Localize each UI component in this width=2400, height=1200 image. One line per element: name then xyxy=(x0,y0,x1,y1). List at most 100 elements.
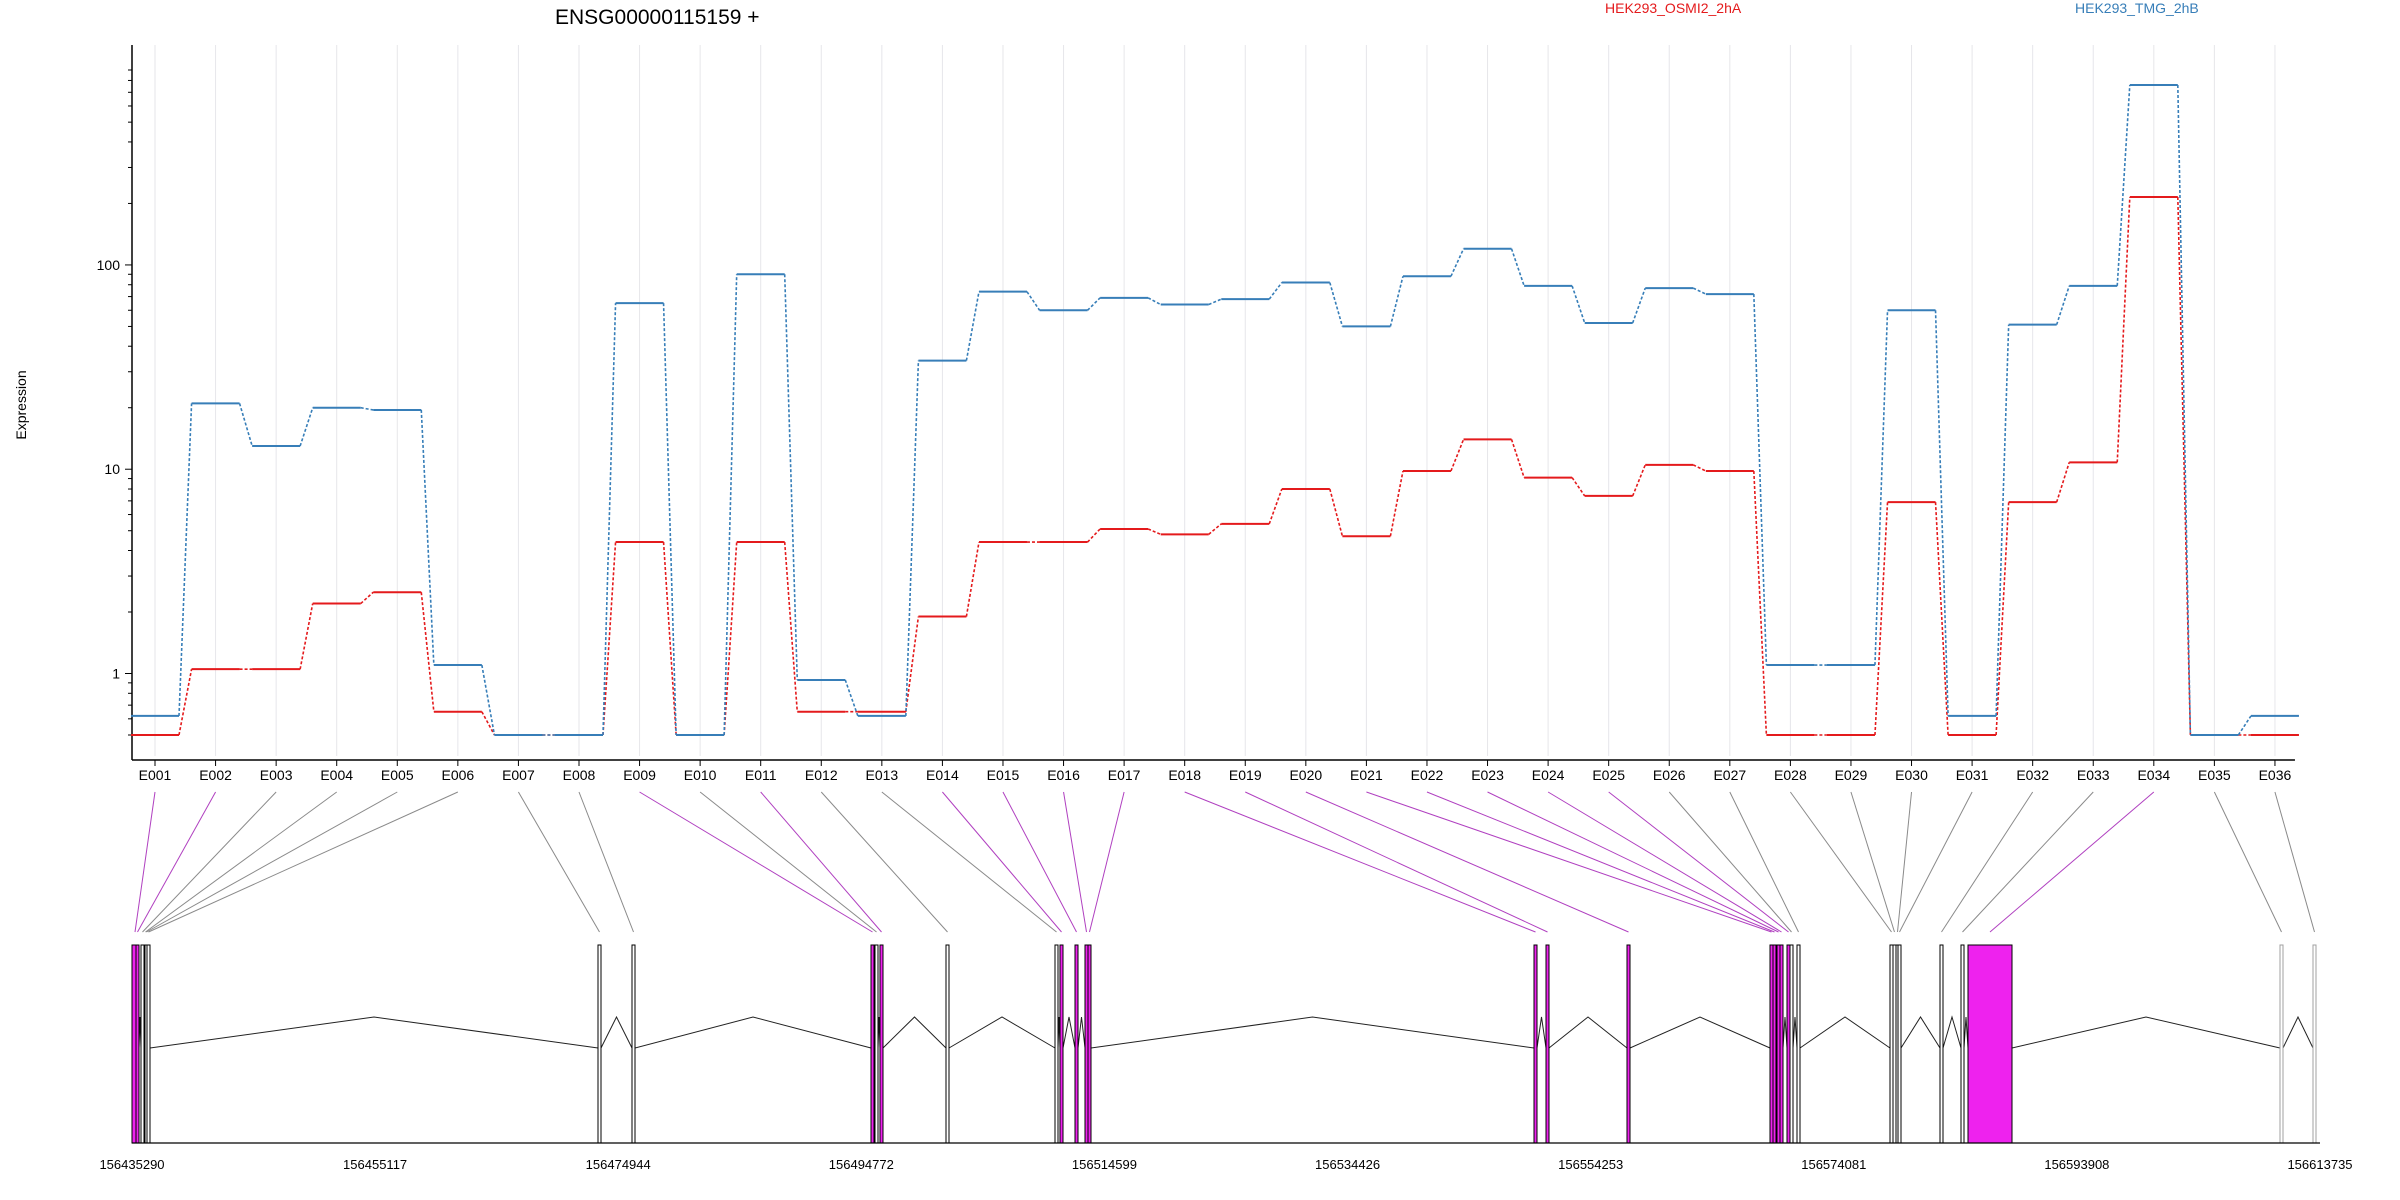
series-connector xyxy=(1450,439,1465,472)
genomic-coordinate-label: 156435290 xyxy=(99,1157,164,1172)
exon-box xyxy=(1545,944,1550,1144)
exon-label: E028 xyxy=(1774,767,1807,783)
series-connector xyxy=(360,591,374,605)
exon-box xyxy=(1939,944,1944,1144)
exon-connector xyxy=(1729,791,1799,933)
genomic-coordinate-axis: 156435290 156455117 156474944 156494772 1565… xyxy=(99,1142,2353,1172)
series-1 xyxy=(131,196,2299,736)
exon-label: E032 xyxy=(2016,767,2049,783)
exon-box xyxy=(1074,944,1079,1144)
exon-connector xyxy=(820,791,948,933)
exon-connector xyxy=(760,791,882,933)
exon-connector xyxy=(2274,791,2315,933)
exon-label: E020 xyxy=(1289,767,1322,783)
y-tick-label: 1 xyxy=(112,666,120,682)
series-connector xyxy=(2116,196,2131,463)
exon-connector xyxy=(1305,791,1629,933)
exon-box xyxy=(1796,944,1801,1144)
intron-line xyxy=(634,1016,872,1049)
exon-label: E024 xyxy=(1532,767,1565,783)
series-connector xyxy=(783,274,799,680)
intron-line xyxy=(149,1016,599,1049)
intron-line xyxy=(1090,1016,1535,1049)
exon-box xyxy=(597,944,602,1144)
series-connector xyxy=(1631,287,1647,324)
genomic-coordinate-label: 156514599 xyxy=(1072,1157,1137,1172)
exon-connector xyxy=(578,791,634,933)
exon-connector xyxy=(1962,791,2094,933)
series-connector xyxy=(662,542,677,736)
exon-connectors xyxy=(134,791,2315,933)
exon-connector xyxy=(699,791,877,933)
exon-label: E029 xyxy=(1835,767,1868,783)
exon-label: E034 xyxy=(2137,767,2170,783)
genomic-coordinate-label: 156593908 xyxy=(2044,1157,2109,1172)
gene-model xyxy=(131,944,2317,1144)
exon-box xyxy=(1967,944,2013,1144)
series-connector xyxy=(602,542,617,736)
exon-connector xyxy=(1989,791,2155,933)
exon-connector xyxy=(881,791,1057,933)
grid-lines xyxy=(154,45,2276,756)
exon-label: E006 xyxy=(441,767,474,783)
series-connector xyxy=(602,303,617,736)
series-connector xyxy=(1631,464,1646,497)
intron-line xyxy=(2282,1015,2314,1049)
exon-box xyxy=(631,944,636,1144)
exon-box xyxy=(1779,944,1784,1144)
genomic-coordinate-label: 156455117 xyxy=(343,1157,407,1172)
intron-line xyxy=(1792,1016,1798,1049)
genomic-coordinate-label: 156534426 xyxy=(1315,1157,1380,1172)
series-connector xyxy=(1692,464,1707,472)
exon-label: E012 xyxy=(805,767,838,783)
series-connector xyxy=(178,669,193,736)
y-tick-label: 100 xyxy=(97,257,121,273)
exon-label: E022 xyxy=(1411,767,1444,783)
exon-label: E011 xyxy=(745,767,777,783)
intron-line xyxy=(1536,1016,1547,1049)
exon-connector xyxy=(1426,791,1775,933)
y-axis-label: Expression xyxy=(13,370,29,439)
exon-connector xyxy=(1487,791,1779,933)
series-connector xyxy=(783,541,799,712)
series-connector xyxy=(1753,470,1768,736)
exon-label: E026 xyxy=(1653,767,1686,783)
exon-label: E035 xyxy=(2198,767,2231,783)
series-connector xyxy=(1147,528,1162,536)
series-2 xyxy=(131,84,2299,736)
exon-box xyxy=(1533,944,1538,1144)
exon-label: E009 xyxy=(623,767,656,783)
series-connector xyxy=(2116,84,2131,286)
exon-label: E025 xyxy=(1592,767,1625,783)
series-connector xyxy=(1086,528,1101,543)
exon-label: E015 xyxy=(987,767,1020,783)
exon-box xyxy=(1087,944,1092,1144)
exon-connector xyxy=(148,791,459,933)
exon-box xyxy=(1054,944,1059,1144)
series-connector xyxy=(905,616,920,712)
series-connector xyxy=(662,303,677,736)
series-connector xyxy=(1510,248,1525,287)
series-connector xyxy=(299,603,314,670)
series-connector xyxy=(1389,276,1404,327)
chart-title: ENSG00000115159 + xyxy=(555,6,760,29)
exon-connector xyxy=(1789,791,1892,933)
series-connector xyxy=(2055,462,2071,503)
intron-line xyxy=(1077,1016,1086,1049)
series-connector xyxy=(1329,488,1344,537)
series-connector xyxy=(965,541,980,617)
exon-label: E004 xyxy=(320,767,353,783)
exon-box xyxy=(1059,944,1064,1144)
series-connector xyxy=(2177,84,2192,736)
exon-connector xyxy=(2213,791,2282,933)
series-lines xyxy=(131,84,2299,736)
series-connector xyxy=(1510,439,1525,478)
series-connector xyxy=(178,403,193,716)
exon-box xyxy=(2279,944,2284,1144)
exon-label: E031 xyxy=(1956,767,1989,783)
axes: 1 10 100 xyxy=(97,45,133,760)
series-connector xyxy=(1026,291,1041,311)
series-connector xyxy=(1450,248,1465,277)
exon-label: E008 xyxy=(563,767,596,783)
